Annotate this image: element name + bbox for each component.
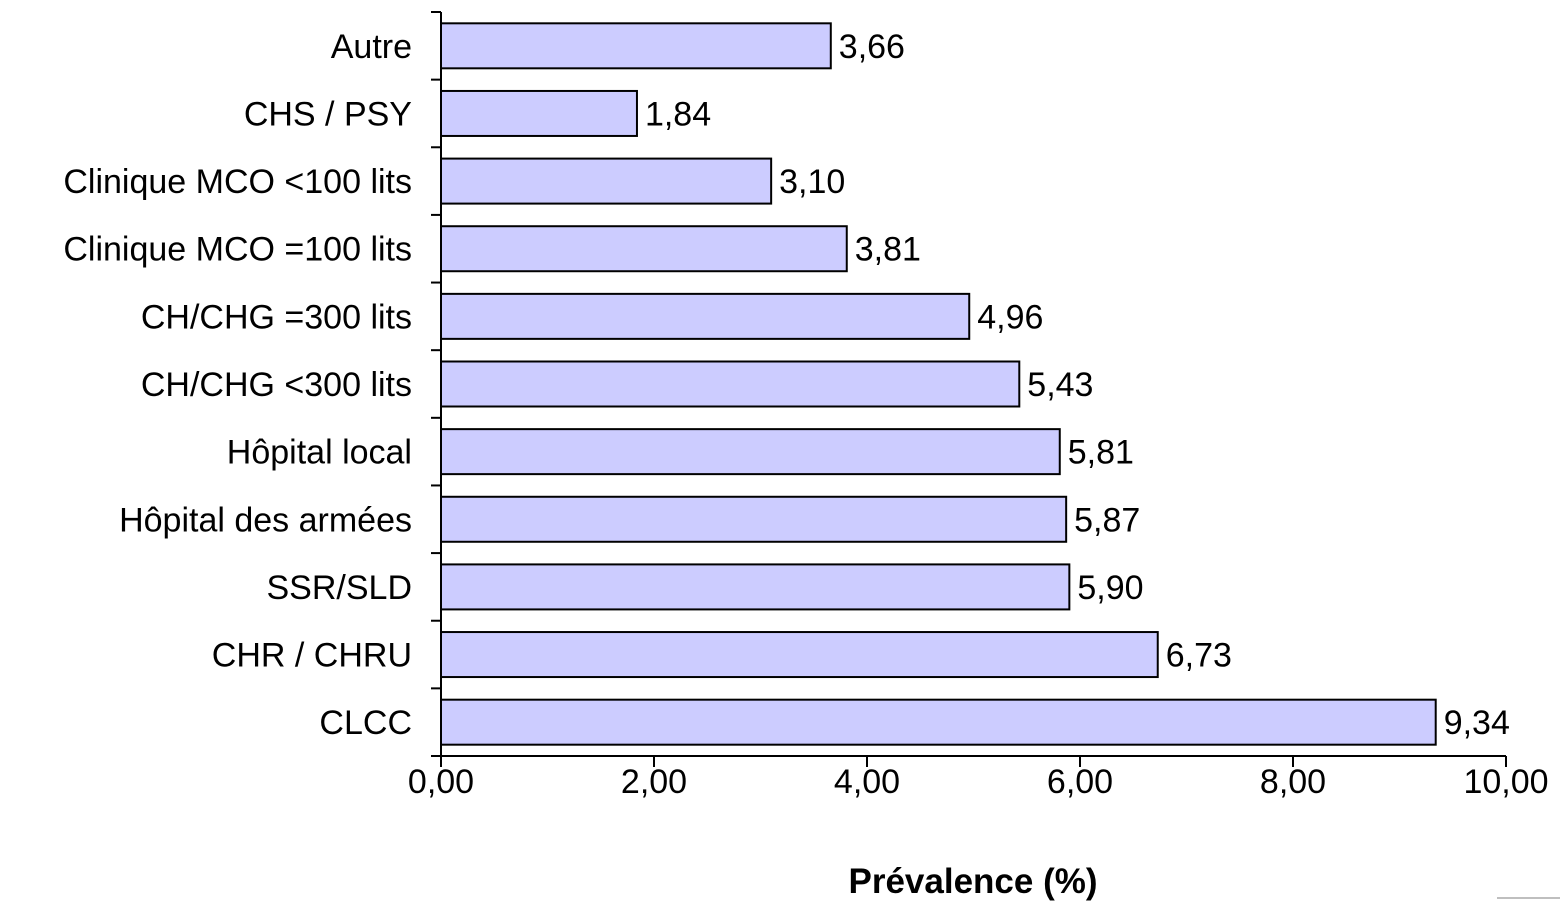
bar [440,698,1437,746]
value-label: 5,90 [1077,569,1143,607]
bar [440,89,638,137]
x-tick-label: 2,00 [621,763,687,801]
category-label: CLCC [319,704,412,742]
x-tick-label: 0,00 [408,763,474,801]
category-label: Hôpital local [227,434,412,472]
bars [440,22,1437,746]
x-tick-label: 4,00 [834,763,900,801]
category-label: Clinique MCO <100 lits [63,163,412,201]
bar [440,631,1159,679]
category-label: Autre [331,28,412,66]
x-tick-label: 6,00 [1047,763,1113,801]
x-tick-label: 10,00 [1463,763,1548,801]
bar [440,360,1021,408]
value-label: 5,87 [1074,501,1140,539]
category-label: CH/CHG <300 lits [141,366,412,404]
value-label: 4,96 [977,298,1043,336]
bar [440,428,1061,476]
category-label: Clinique MCO =100 lits [63,231,412,269]
value-label: 3,81 [855,231,921,269]
y-axis: Autre CHS / PSY Clinique MCO <100 lits Clin… [63,11,442,757]
category-label: SSR/SLD [267,569,413,607]
category-label: CH/CHG =300 lits [141,298,412,336]
bar [440,22,832,70]
value-label: 6,73 [1166,637,1232,675]
category-label: Hôpital des armées [119,501,412,539]
bar [440,563,1071,611]
category-label: CHS / PSY [244,95,412,133]
bar [440,292,971,340]
bar [440,157,773,205]
bar [440,225,848,273]
value-label: 1,84 [645,95,711,133]
x-tick-label: 8,00 [1260,763,1326,801]
value-label: 5,81 [1068,434,1134,472]
x-axis-title: Prévalence (%) [848,862,1097,901]
data-labels: 3,66 1,84 3,10 3,81 4,96 5,43 5,81 5,87 5,90 6,73… [645,28,1510,742]
value-label: 5,43 [1027,366,1093,404]
value-label: 9,34 [1444,704,1510,742]
value-label: 3,10 [779,163,845,201]
category-label: CHR / CHRU [212,637,412,675]
bar [440,495,1068,543]
x-axis: 0,00 2,00 4,00 6,00 8,00 10,00 [408,755,1549,801]
value-label: 3,66 [839,28,905,66]
